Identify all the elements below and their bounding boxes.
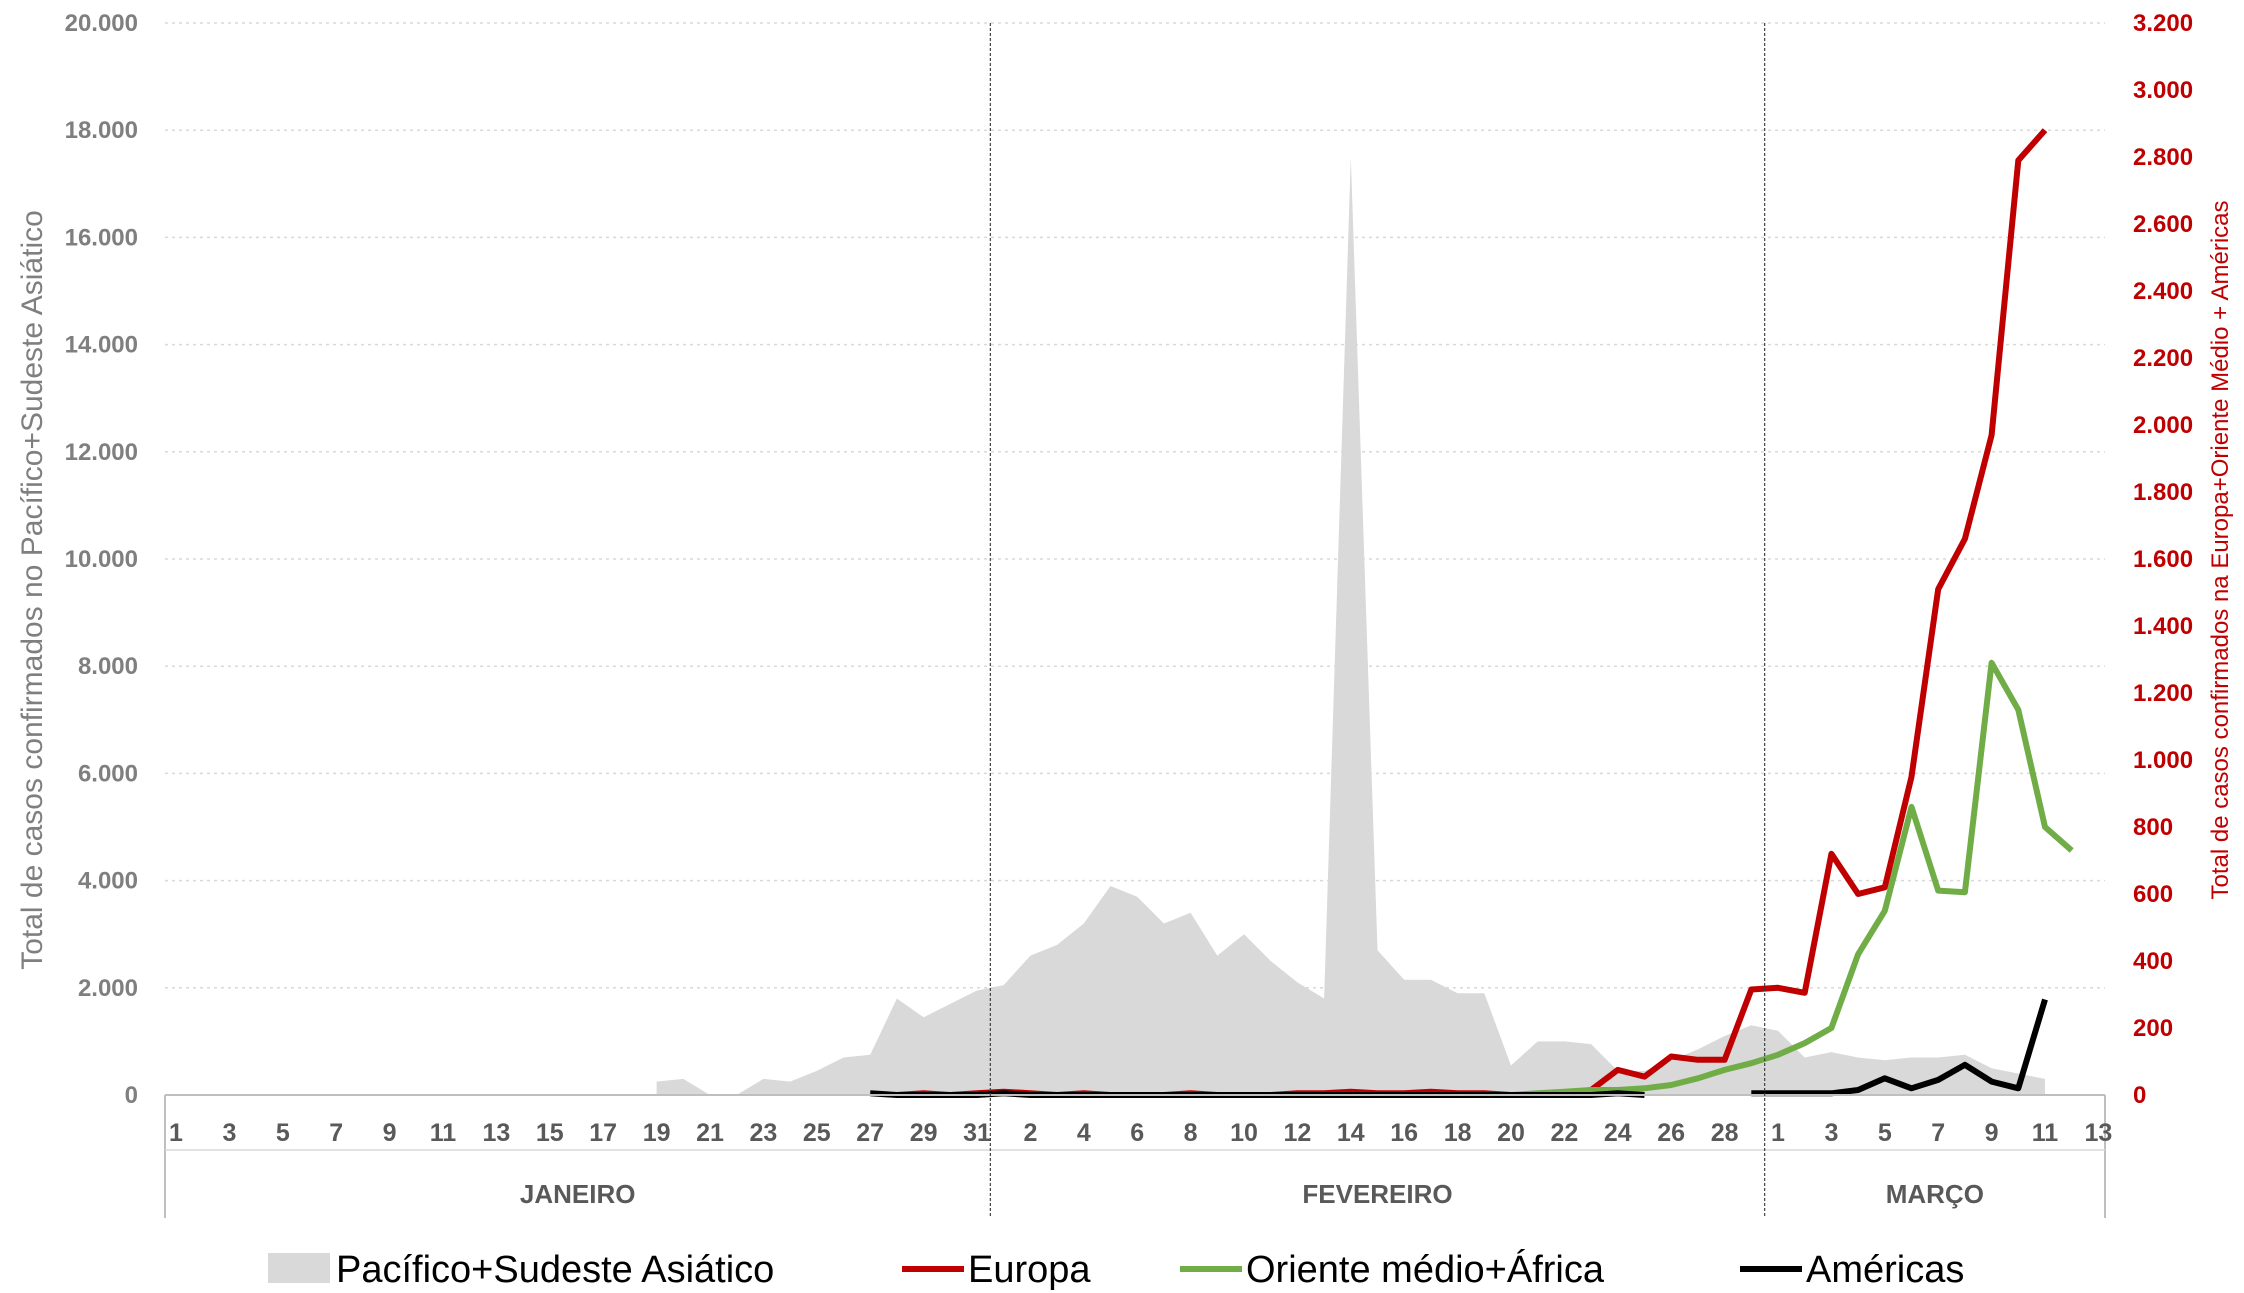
gridlines xyxy=(165,22,2105,989)
x-tick-label: 15 xyxy=(536,1119,564,1147)
month-label: MARÇO xyxy=(1886,1179,1984,1209)
month-labels: JANEIRO FEVEREIRO MARÇO xyxy=(520,1179,1984,1209)
x-tick-label: 13 xyxy=(2084,1119,2112,1147)
x-tick-label: 7 xyxy=(1931,1119,1945,1147)
x-tick-label: 2 xyxy=(1023,1119,1037,1147)
month-label: JANEIRO xyxy=(520,1179,636,1209)
x-tick-label: 24 xyxy=(1604,1119,1632,1147)
right-tick-label: 2.000 xyxy=(2133,412,2193,439)
right-tick-label: 2.600 xyxy=(2133,211,2193,238)
x-tick-label: 3 xyxy=(1824,1119,1838,1147)
x-tick-label: 28 xyxy=(1711,1119,1739,1147)
series-line-oriente xyxy=(1510,659,2074,1098)
left-tick-label: 20.000 xyxy=(65,10,138,37)
right-tick-label: 200 xyxy=(2133,1015,2173,1042)
left-tick-label: 6.000 xyxy=(78,760,138,787)
right-axis-ticks: 0 200 400 600 800 1.000 1.200 1.400 1.600 1.800 2.… xyxy=(2133,10,2193,1109)
right-tick-label: 0 xyxy=(2133,1082,2146,1109)
month-dividers xyxy=(989,23,1766,1218)
x-tick-label: 16 xyxy=(1390,1119,1418,1147)
x-tick-label: 20 xyxy=(1497,1119,1525,1147)
x-tick-label: 19 xyxy=(643,1119,671,1147)
legend-label-europa: Europa xyxy=(968,1249,1091,1291)
x-tick-label: 21 xyxy=(696,1119,724,1147)
right-tick-label: 400 xyxy=(2133,948,2173,975)
right-tick-label: 1.000 xyxy=(2133,747,2193,774)
right-axis-title: Total de casos confirmados na Europa+Ori… xyxy=(2207,200,2234,899)
x-tick-label: 9 xyxy=(383,1119,397,1147)
area-series-group xyxy=(656,157,2045,1095)
left-tick-label: 0 xyxy=(125,1082,138,1109)
left-tick-label: 2.000 xyxy=(78,975,138,1002)
left-tick-label: 16.000 xyxy=(65,224,138,251)
month-label: FEVEREIRO xyxy=(1302,1179,1452,1209)
x-tick-label: 22 xyxy=(1550,1119,1578,1147)
legend-label-americas: Américas xyxy=(1806,1249,1964,1291)
x-tick-label: 17 xyxy=(589,1119,617,1147)
right-tick-label: 3.200 xyxy=(2133,10,2193,37)
x-tick-label: 23 xyxy=(749,1119,777,1147)
right-tick-label: 1.600 xyxy=(2133,546,2193,573)
x-tick-label: 8 xyxy=(1184,1119,1198,1147)
right-tick-label: 1.800 xyxy=(2133,479,2193,506)
x-axis: 1 3 5 7 9 11 13 15 17 19 21 23 25 27 29 31 2 4 6 8 10 12 14 16 1… xyxy=(164,1094,2112,1218)
series-area-pacifico xyxy=(656,157,2045,1095)
legend-label-oriente: Oriente médio+África xyxy=(1246,1248,1605,1291)
x-tick-label: 11 xyxy=(2032,1119,2059,1147)
right-tick-label: 800 xyxy=(2133,814,2173,841)
right-tick-label: 1.200 xyxy=(2133,680,2193,707)
x-tick-label: 14 xyxy=(1337,1119,1365,1147)
left-tick-label: 10.000 xyxy=(65,546,138,573)
x-tick-label: 4 xyxy=(1077,1119,1091,1147)
x-tick-label: 1 xyxy=(1771,1119,1785,1147)
legend-swatch-pacifico xyxy=(268,1253,330,1283)
x-tick-label: 7 xyxy=(329,1119,343,1147)
left-axis-title: Total de casos confirmados no Pacífico+S… xyxy=(16,210,49,970)
x-tick-label: 25 xyxy=(803,1119,831,1147)
right-tick-label: 600 xyxy=(2133,881,2173,908)
x-tick-label: 31 xyxy=(963,1119,991,1147)
x-tick-label: 26 xyxy=(1657,1119,1685,1147)
right-tick-label: 2.200 xyxy=(2133,345,2193,372)
x-tick-label: 13 xyxy=(482,1119,510,1147)
x-tick-label: 27 xyxy=(856,1119,884,1147)
x-tick-label: 9 xyxy=(1985,1119,1999,1147)
left-tick-label: 4.000 xyxy=(78,868,138,895)
series-line-americas xyxy=(1751,998,2048,1097)
right-tick-label: 3.000 xyxy=(2133,77,2193,104)
left-tick-label: 14.000 xyxy=(65,332,138,359)
left-axis-ticks: 0 2.000 4.000 6.000 8.000 10.000 12.000 14.000 1… xyxy=(65,10,138,1109)
right-tick-label: 2.400 xyxy=(2133,278,2193,305)
x-tick-label: 1 xyxy=(169,1119,183,1147)
x-tick-label: 11 xyxy=(430,1119,457,1147)
x-tick-label: 5 xyxy=(1878,1119,1892,1147)
left-tick-label: 8.000 xyxy=(78,653,138,680)
x-tick-label: 29 xyxy=(910,1119,938,1147)
x-tick-label: 6 xyxy=(1130,1119,1144,1147)
x-tick-label: 18 xyxy=(1444,1119,1472,1147)
left-tick-label: 18.000 xyxy=(65,117,138,144)
left-tick-label: 12.000 xyxy=(65,439,138,466)
legend-label-pacifico: Pacífico+Sudeste Asiático xyxy=(336,1249,774,1291)
right-tick-label: 2.800 xyxy=(2133,144,2193,171)
x-tick-label: 12 xyxy=(1283,1119,1311,1147)
right-tick-label: 1.400 xyxy=(2133,613,2193,640)
x-tick-label: 3 xyxy=(222,1119,236,1147)
legend: Pacífico+Sudeste Asiático Europa Oriente… xyxy=(268,1248,1964,1291)
x-tick-label: 10 xyxy=(1230,1119,1258,1147)
x-tick-label: 5 xyxy=(276,1119,290,1147)
